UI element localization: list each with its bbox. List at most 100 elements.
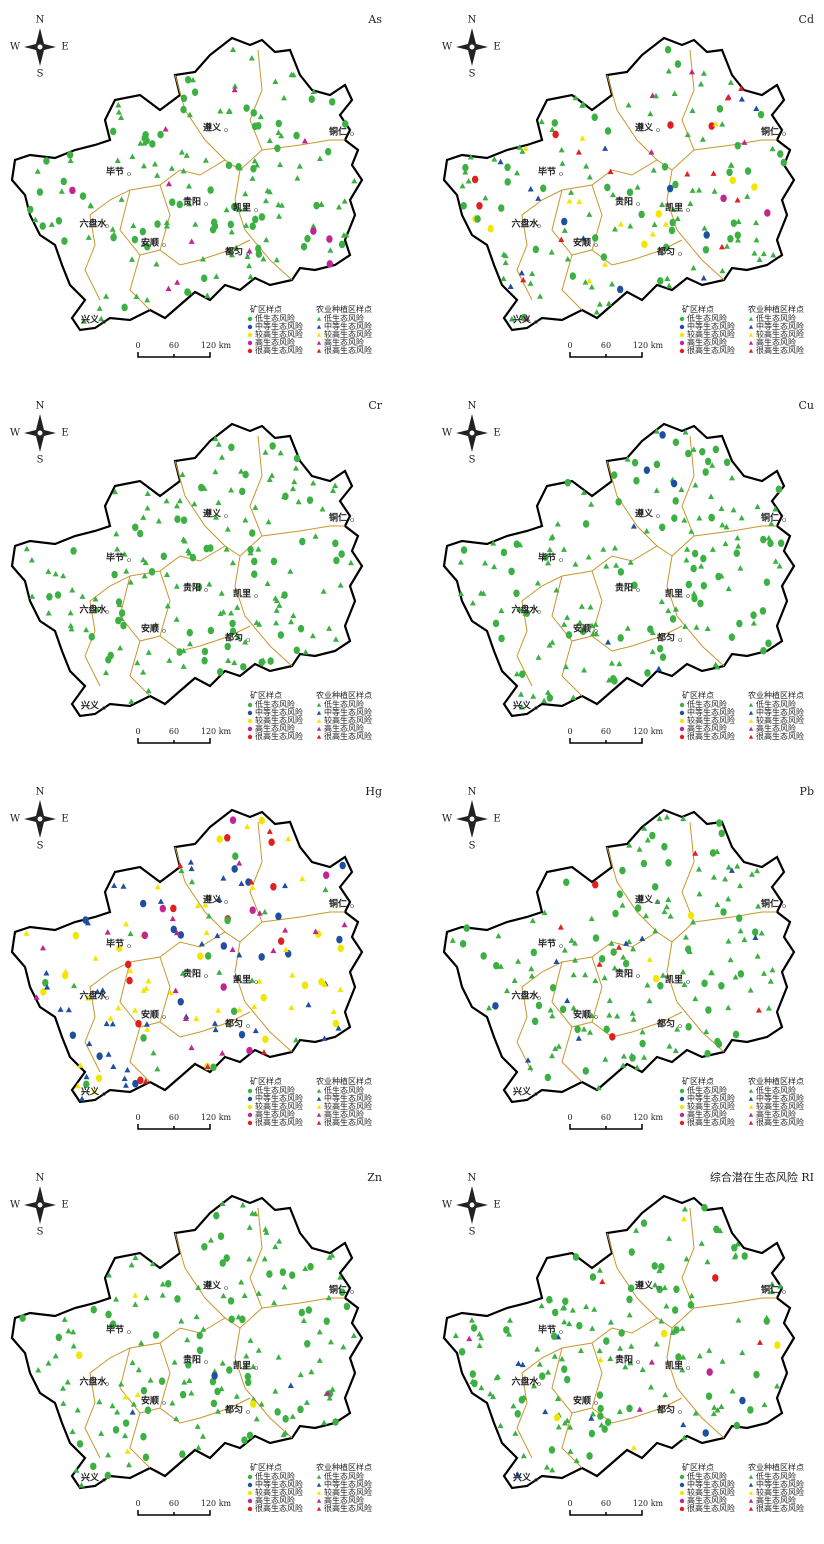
farm-sample bbox=[145, 649, 152, 655]
province-outline bbox=[10, 422, 364, 718]
farm-sample bbox=[179, 471, 186, 478]
city-label: 毕节 bbox=[538, 552, 556, 564]
compass-e: E bbox=[493, 814, 500, 825]
mine-sample bbox=[662, 243, 670, 252]
mine-sample bbox=[310, 227, 317, 235]
farm-sample bbox=[511, 977, 518, 984]
mine-sample bbox=[239, 487, 246, 496]
farm-sample bbox=[527, 280, 534, 286]
farm-sample bbox=[589, 1325, 596, 1331]
district-boundary bbox=[693, 1297, 777, 1309]
farm-sample bbox=[152, 621, 159, 628]
farm-sample bbox=[178, 149, 185, 155]
farm-sample bbox=[167, 989, 174, 996]
city-label: 都匀 bbox=[224, 632, 243, 644]
farm-sample bbox=[229, 946, 236, 953]
farm-sample bbox=[278, 202, 285, 208]
farm-sample bbox=[228, 610, 235, 616]
city-marker bbox=[254, 980, 258, 984]
farm-sample bbox=[667, 913, 674, 919]
legend-label: 高生态风险 bbox=[756, 1495, 796, 1505]
farm-sample bbox=[122, 1393, 129, 1400]
legend-label: 低生态风险 bbox=[756, 313, 796, 323]
scale-label: 120 km bbox=[633, 1113, 664, 1122]
mine-sample bbox=[329, 98, 336, 106]
farm-sample bbox=[688, 1292, 695, 1299]
farm-sample bbox=[103, 1020, 110, 1027]
farm-sample bbox=[507, 283, 514, 289]
farm-sample bbox=[347, 559, 354, 566]
farm-sample bbox=[288, 1004, 295, 1010]
legend-swatch bbox=[316, 1096, 322, 1101]
farm-sample bbox=[725, 938, 732, 944]
district-boundary bbox=[119, 189, 161, 256]
farm-sample bbox=[725, 895, 732, 902]
legend-label: 较高生态风险 bbox=[687, 329, 735, 339]
farm-sample bbox=[615, 944, 622, 950]
compass-e: E bbox=[493, 42, 500, 53]
mine-sample bbox=[124, 960, 132, 969]
farm-sample bbox=[173, 583, 180, 589]
farm-sample bbox=[514, 169, 521, 176]
city-label: 毕节 bbox=[106, 938, 124, 950]
legend-label: 较高生态风险 bbox=[687, 1487, 735, 1497]
mine-sample bbox=[691, 549, 699, 558]
mine-sample bbox=[649, 831, 656, 840]
farm-sample bbox=[200, 1326, 207, 1332]
province-outline bbox=[442, 36, 796, 332]
mine-sample bbox=[615, 498, 622, 506]
city-label: 毕节 bbox=[538, 1324, 556, 1336]
farm-sample bbox=[227, 247, 234, 254]
farm-sample bbox=[282, 882, 289, 889]
mine-sample bbox=[723, 458, 731, 467]
farm-sample bbox=[276, 1238, 283, 1244]
mine-sample bbox=[177, 997, 184, 1006]
farm-sample bbox=[554, 1395, 561, 1401]
legend-label: 高生态风险 bbox=[756, 723, 796, 733]
farm-sample bbox=[580, 235, 587, 241]
farm-sample bbox=[515, 1360, 522, 1367]
legend-label: 很高生态风险 bbox=[756, 345, 804, 355]
farm-sample bbox=[651, 221, 658, 228]
farm-sample bbox=[753, 236, 760, 243]
mine-sample bbox=[565, 631, 573, 639]
farm-sample bbox=[277, 161, 284, 168]
city-marker bbox=[636, 974, 640, 978]
farm-sample bbox=[262, 197, 269, 204]
farm-sample bbox=[204, 292, 211, 299]
mine-sample bbox=[640, 1219, 648, 1227]
mine-sample bbox=[656, 644, 664, 653]
mine-sample bbox=[498, 634, 505, 643]
city-label: 安顺 bbox=[141, 237, 159, 249]
farm-sample bbox=[596, 1347, 603, 1354]
city-label: 凯里 bbox=[665, 588, 683, 600]
farm-sample bbox=[681, 517, 688, 523]
city-marker bbox=[162, 1015, 166, 1019]
mine-sample bbox=[715, 572, 722, 581]
district-boundary bbox=[666, 941, 725, 1053]
farm-sample bbox=[515, 958, 522, 964]
farm-sample bbox=[332, 636, 339, 642]
legend-swatch bbox=[679, 1112, 685, 1118]
scale-label: 60 bbox=[169, 727, 179, 736]
district-boundary bbox=[591, 184, 683, 266]
farm-sample bbox=[212, 468, 219, 475]
farm-sample bbox=[173, 1415, 180, 1422]
mine-sample bbox=[668, 226, 676, 235]
panel-title: Zn bbox=[367, 1171, 382, 1184]
district-boundary bbox=[693, 911, 777, 923]
mine-sample bbox=[564, 478, 572, 487]
farm-sample bbox=[127, 579, 134, 585]
legend-swatch bbox=[679, 1120, 685, 1126]
farm-sample bbox=[332, 482, 339, 489]
mine-sample bbox=[255, 250, 263, 258]
district-boundary bbox=[551, 961, 593, 1028]
mine-sample bbox=[169, 198, 176, 207]
farm-sample bbox=[118, 1381, 125, 1387]
farm-sample bbox=[250, 1396, 257, 1402]
farm-sample bbox=[661, 1284, 668, 1291]
farm-sample bbox=[211, 1020, 218, 1026]
farm-sample bbox=[187, 640, 194, 647]
farm-sample bbox=[181, 1379, 188, 1385]
mine-sample bbox=[657, 981, 664, 990]
